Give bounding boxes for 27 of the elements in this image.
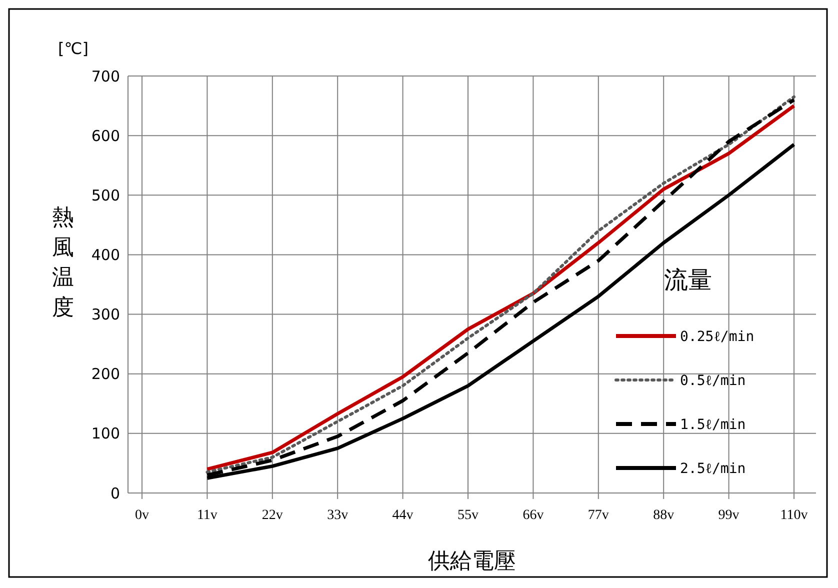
x-tick-label: 11v [196,508,218,523]
x-tick-label: 33v [327,508,348,523]
y-tick-label: 200 [91,365,120,384]
y-tick-label: 600 [91,126,120,145]
x-axis-title: 供給電壓 [428,549,516,574]
legend-label: 1.5ℓ/min [680,416,746,433]
y-tick-label: 400 [91,246,120,264]
x-tick-label: 99v [718,508,740,523]
y-tick-label: 500 [91,186,120,204]
x-tick-label: 110v [780,508,808,523]
y-tick-label: 100 [91,424,120,443]
y-tick-label: 0 [110,484,120,502]
y-axis-title: 熱風温度 [52,206,74,320]
legend-title: 流量 [664,266,712,294]
x-tick-label: 88v [653,508,674,523]
y-tick-label: 700 [91,67,120,86]
legend-label: 0.25ℓ/min [680,328,754,345]
x-tick-label: 0v [135,508,149,523]
x-tick-label: 77v [588,508,609,523]
y-tick-label: 300 [91,306,120,324]
text: [℃] [58,39,88,58]
x-tick-label: 55v [458,508,478,523]
legend-label: 0.5ℓ/min [680,372,746,389]
x-tick-label: 22v [262,508,283,523]
x-tick-label: 44v [392,508,414,523]
legend-label: 2.5ℓ/min [680,460,746,477]
x-tick-label: 66v [522,508,544,523]
